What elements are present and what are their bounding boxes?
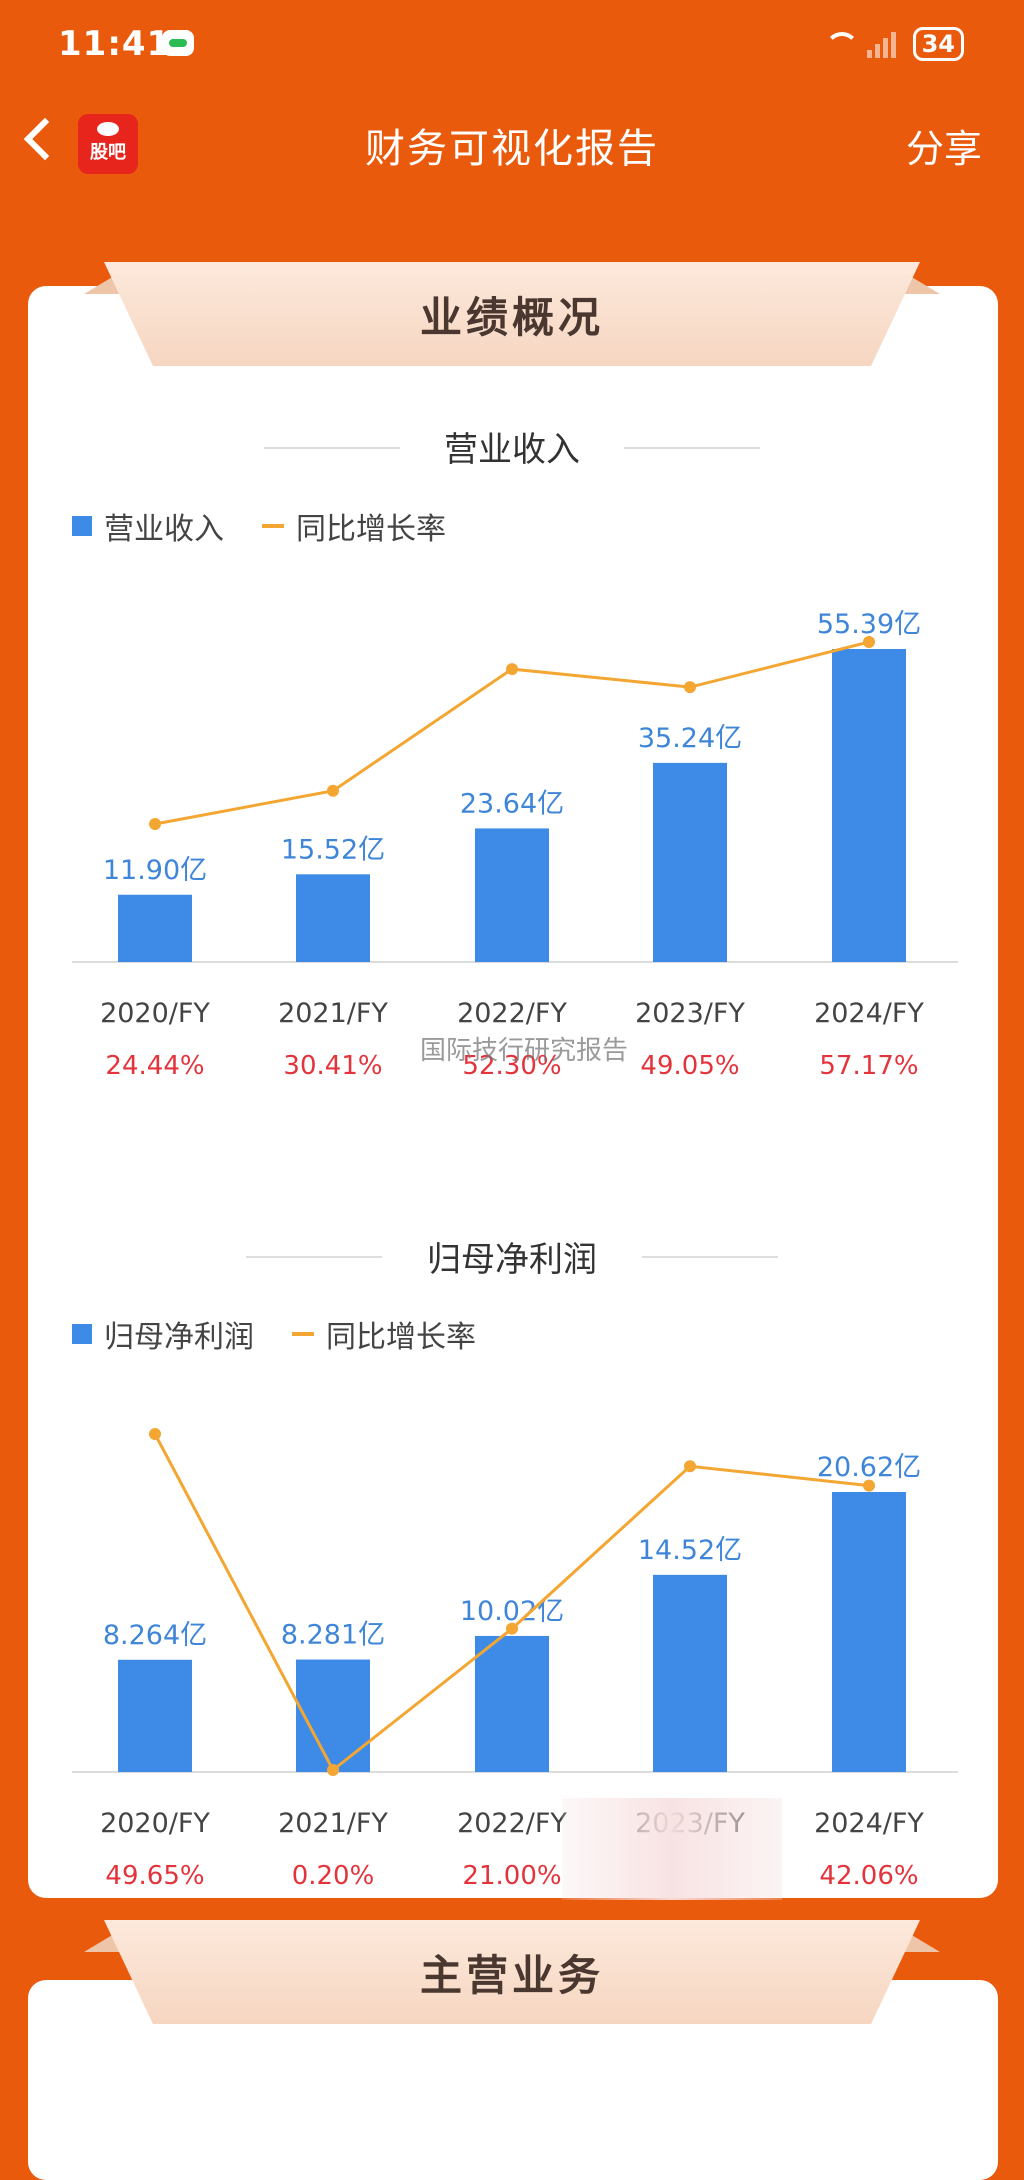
bar xyxy=(296,874,370,962)
growth-rate-label: 42.06% xyxy=(819,1861,918,1891)
section-ribbon-next: 主营业务 xyxy=(84,1920,940,2040)
growth-rate-point xyxy=(327,1764,339,1776)
legend-line-label: 同比增长率 xyxy=(326,1320,476,1355)
growth-rate-point xyxy=(506,663,518,676)
logo-text: 股吧 xyxy=(90,142,126,163)
growth-rate-point xyxy=(684,1460,696,1473)
x-tick-label: 2021/FY xyxy=(278,1808,388,1839)
section-ribbon: 业绩概况 xyxy=(84,262,940,382)
growth-rate-label: 24.44% xyxy=(105,1051,204,1081)
bar xyxy=(653,1574,727,1772)
guba-logo: 股吧 xyxy=(78,114,138,174)
bar-value-label: 8.264亿 xyxy=(103,1620,207,1651)
legend-line-swatch xyxy=(292,1332,314,1336)
revenue-chart: 11.90亿 15.52亿 23.64亿 35.24亿 55.39亿 2020/FY 24.… xyxy=(72,609,958,1081)
signal-icon xyxy=(866,30,903,58)
page-title: 财务可视化报告 xyxy=(365,126,659,172)
legend-line-label: 同比增长率 xyxy=(296,512,446,547)
x-tick-label: 2023/FY xyxy=(635,998,745,1029)
bar xyxy=(653,762,727,962)
status-time: 11:41 xyxy=(58,24,172,64)
bar-value-label: 55.39亿 xyxy=(817,609,921,640)
profit-chart-title: 归母净利润 xyxy=(427,1240,597,1280)
growth-rate-label: 49.65% xyxy=(105,1861,204,1891)
legend-line-swatch xyxy=(262,524,284,528)
growth-rate-point xyxy=(684,681,696,694)
growth-rate-label: 21.00% xyxy=(462,1861,561,1891)
legend-bar-label: 营业收入 xyxy=(104,512,224,547)
bar xyxy=(475,1635,549,1772)
bar xyxy=(475,828,549,962)
x-tick-label: 2022/FY xyxy=(457,998,567,1029)
bar-value-label: 20.62亿 xyxy=(817,1452,921,1483)
share-button[interactable]: 分享 xyxy=(905,127,982,171)
revenue-legend: 营业收入 同比增长率 xyxy=(72,504,446,548)
nav-bar: 股吧 财务可视化报告 分享 xyxy=(0,96,1024,196)
bar xyxy=(118,1659,192,1772)
wifi-icon xyxy=(821,30,859,58)
bar xyxy=(832,649,906,962)
profit-chart: 8.264亿 8.281亿 10.02亿 14.52亿 20.62亿 2020/FY 49.… xyxy=(72,1428,958,1891)
growth-rate-point xyxy=(327,784,339,797)
section-title: 业绩概况 xyxy=(419,292,604,342)
bar-value-label: 15.52亿 xyxy=(281,834,385,865)
x-tick-label: 2021/FY xyxy=(278,998,388,1029)
x-tick-label: 2024/FY xyxy=(814,998,924,1029)
battery-indicator: 34 xyxy=(912,27,964,61)
wechat-notification-icon xyxy=(162,30,194,56)
x-tick-label: 2020/FY xyxy=(100,1808,210,1839)
revenue-chart-title: 营业收入 xyxy=(444,430,580,470)
bar-value-label: 35.24亿 xyxy=(638,723,742,754)
bar-value-label: 23.64亿 xyxy=(460,788,564,819)
growth-rate-point xyxy=(149,1428,161,1440)
profit-legend: 归母净利润 同比增长率 xyxy=(72,1312,476,1356)
growth-rate-point xyxy=(863,1479,875,1492)
legend-bar-swatch xyxy=(72,516,92,536)
growth-rate-label: 49.05% xyxy=(640,1051,739,1081)
growth-rate-label: 57.17% xyxy=(819,1051,918,1081)
growth-rate-label: 0.20% xyxy=(292,1861,375,1891)
status-bar: 11:41 34 xyxy=(0,0,1024,90)
growth-rate-label: 52.30% xyxy=(462,1051,561,1081)
x-tick-label: 2024/FY xyxy=(814,1808,924,1839)
blurred-region xyxy=(562,1798,782,1900)
bar xyxy=(832,1492,906,1772)
growth-rate-point xyxy=(863,636,875,648)
section-title: 主营业务 xyxy=(419,1950,604,2000)
bar-value-label: 11.90亿 xyxy=(103,855,207,886)
bar-value-label: 14.52亿 xyxy=(638,1535,742,1566)
bar-value-label: 10.02亿 xyxy=(460,1596,564,1627)
x-tick-label: 2020/FY xyxy=(100,998,210,1029)
bar xyxy=(118,894,192,962)
growth-rate-label: 30.41% xyxy=(283,1051,382,1081)
status-icons: 34 xyxy=(821,24,964,64)
bar xyxy=(296,1659,370,1772)
growth-rate-point xyxy=(506,1622,518,1635)
x-tick-label: 2022/FY xyxy=(457,1808,567,1839)
watermark: 国际技行研究报告 xyxy=(420,1036,629,1066)
bar-value-label: 8.281亿 xyxy=(281,1620,385,1651)
growth-rate-point xyxy=(149,818,161,830)
legend-bar-swatch xyxy=(72,1324,92,1344)
legend-bar-label: 归母净利润 xyxy=(104,1320,254,1355)
